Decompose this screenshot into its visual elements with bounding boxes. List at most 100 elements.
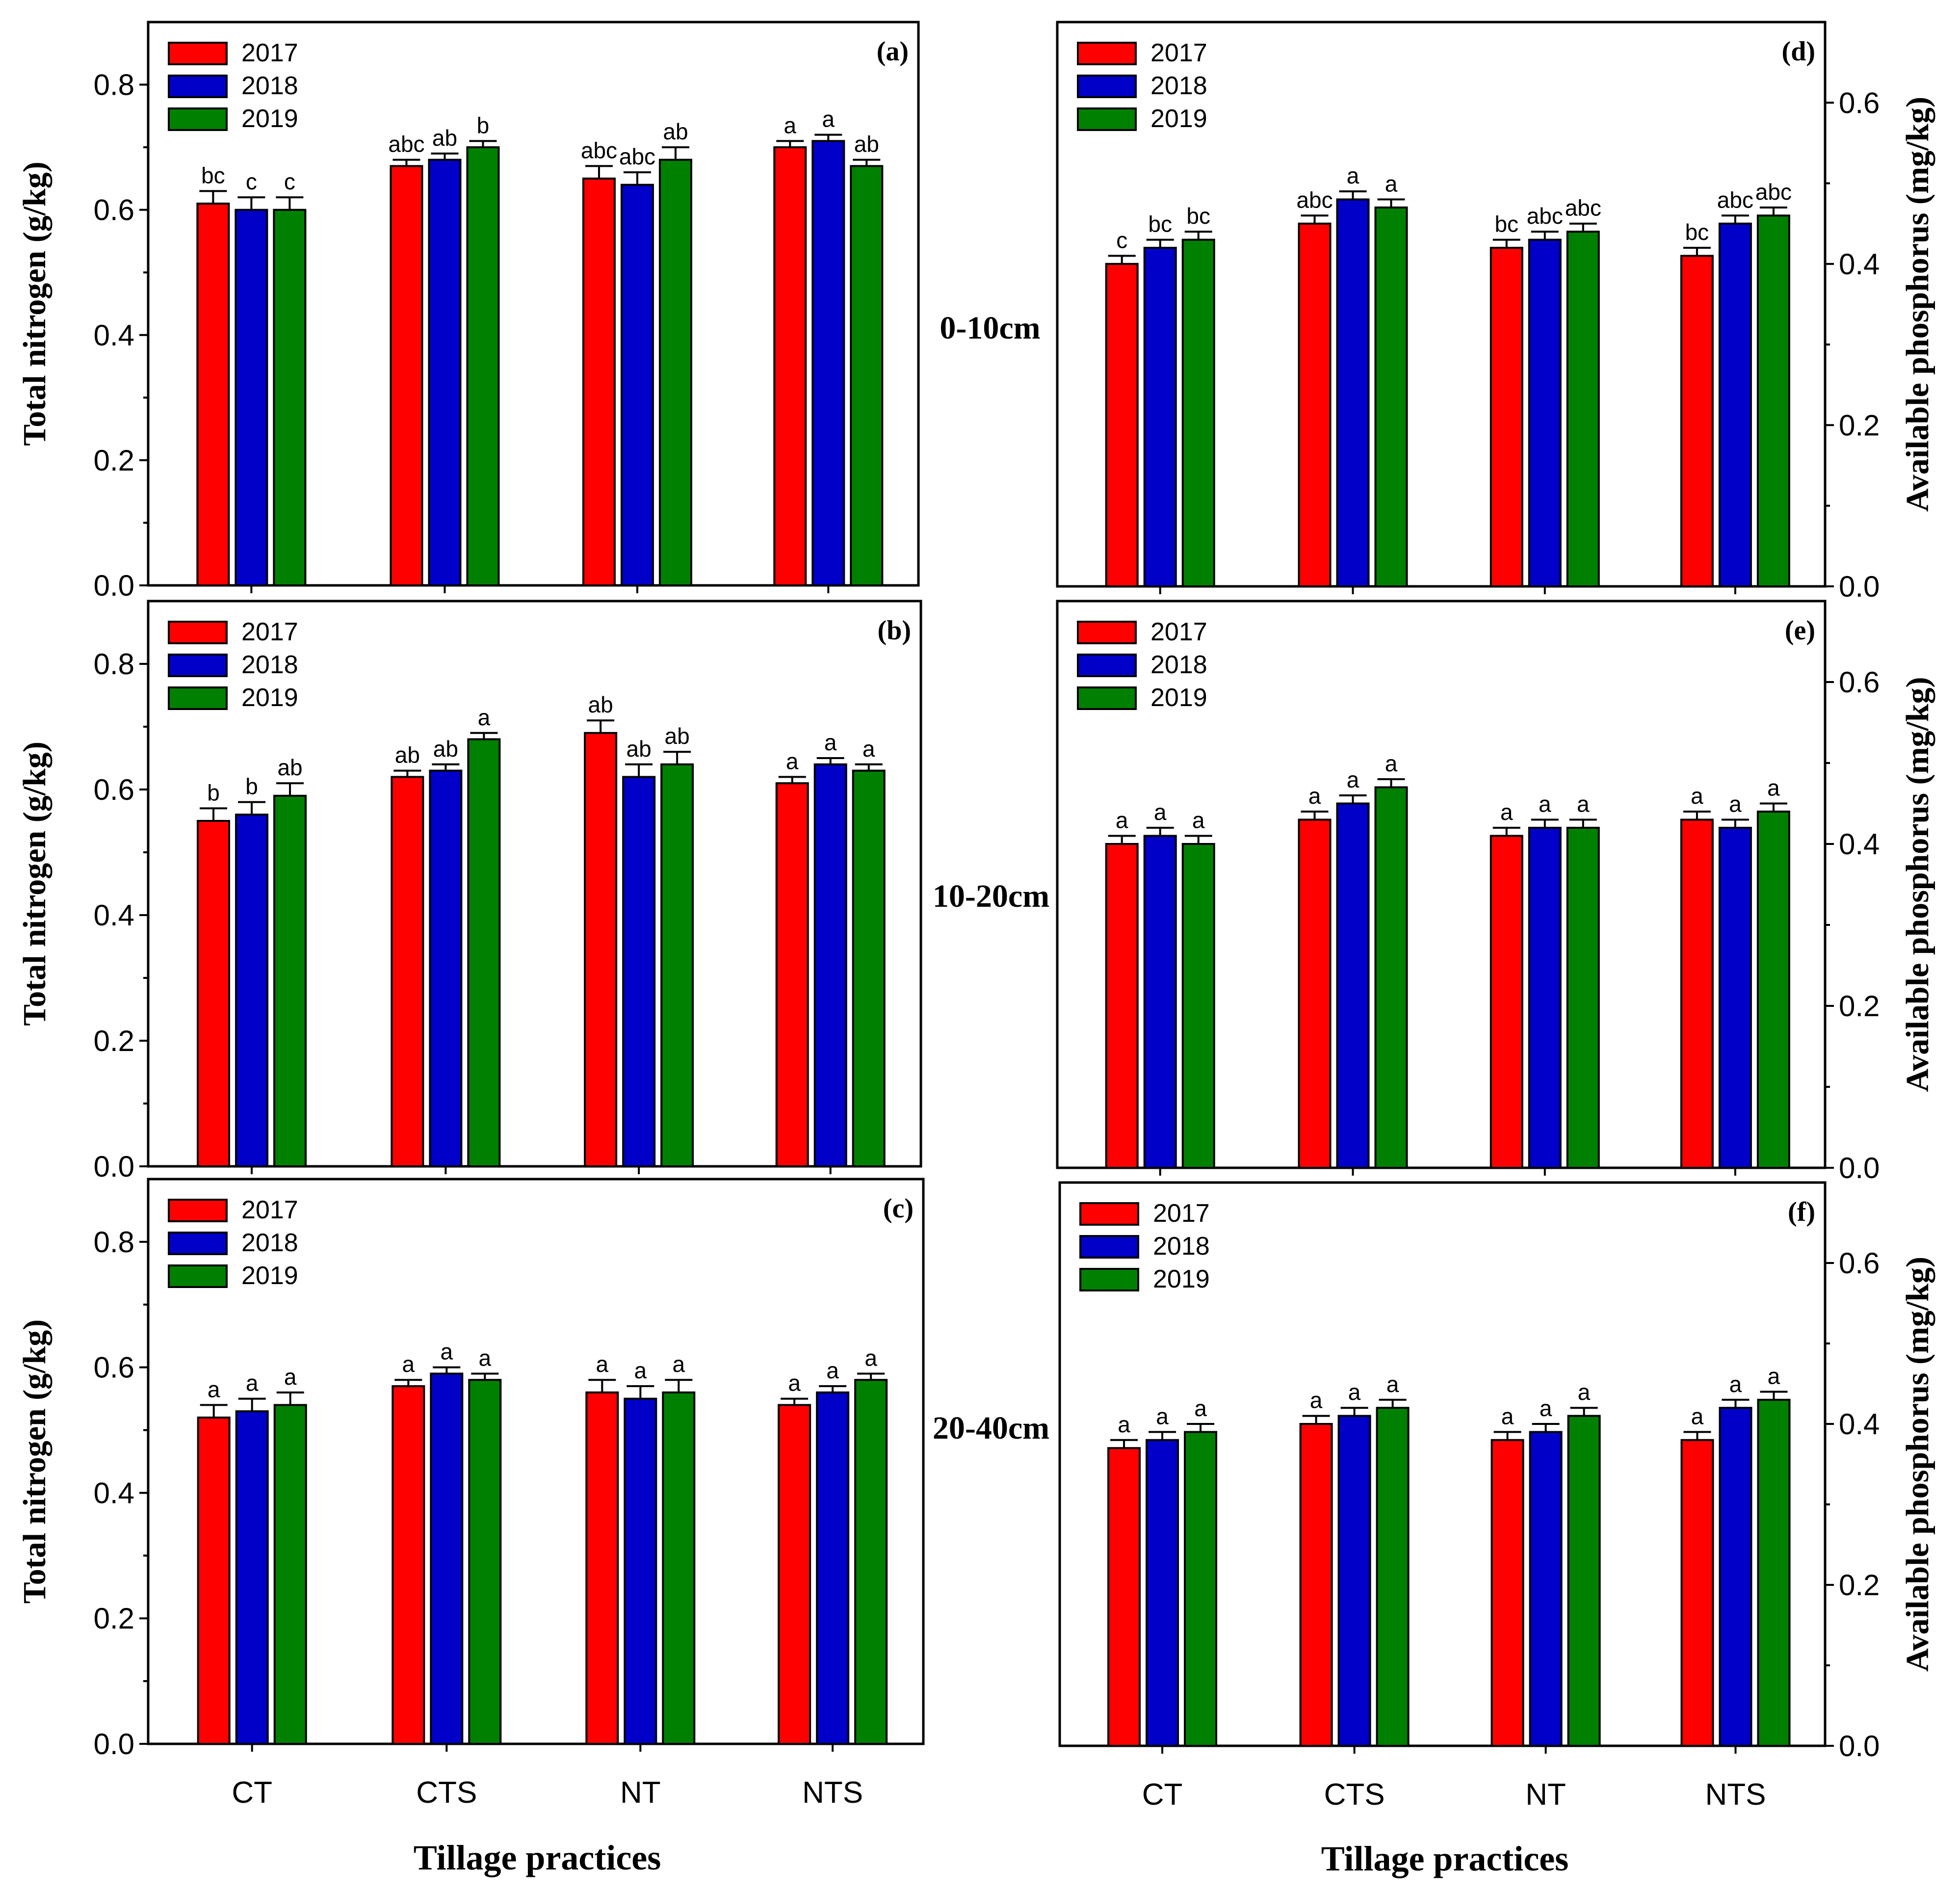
error-bar — [1532, 1423, 1560, 1432]
bar-2017-CT — [197, 820, 231, 1167]
significance-letter: a — [788, 1370, 801, 1396]
x-category-label: CT — [232, 1776, 272, 1810]
y-tick-label: 0.8 — [94, 1226, 134, 1259]
error-bar — [200, 807, 228, 821]
legend-swatch-2018 — [168, 654, 228, 677]
error-bar — [1492, 238, 1520, 248]
legend-swatch-2017 — [168, 1199, 228, 1222]
y-tick-label: 0.4 — [94, 899, 134, 932]
error-bar — [276, 782, 304, 796]
y-tick-label: 0.4 — [94, 319, 134, 352]
significance-letter: bc — [1685, 219, 1709, 245]
error-bar — [814, 133, 842, 141]
bar-2018-CTS — [1337, 1415, 1371, 1747]
bar-2017-NT — [1490, 835, 1523, 1169]
error-bar — [1531, 231, 1559, 240]
legend-swatch-2018 — [168, 75, 228, 98]
bar-2017-NTS — [1680, 1439, 1714, 1747]
error-bar — [1377, 778, 1405, 788]
significance-letter: a — [596, 1351, 609, 1377]
bar-2018-NTS — [1719, 1407, 1752, 1747]
error-bar — [625, 763, 653, 777]
significance-letter: a — [1348, 1379, 1361, 1405]
bar-2018-CTS — [1336, 198, 1370, 587]
significance-letter: a — [478, 705, 491, 730]
bar-2019-NT — [660, 763, 694, 1168]
panel-e: 0.0 0.2 0.4 0.6 Available phosphorus (mg/kg)… — [1056, 600, 1935, 1184]
legend-swatch-2018 — [1077, 654, 1137, 677]
bar-2017-NT — [585, 1391, 619, 1745]
bar-2019-NT — [658, 158, 692, 587]
significance-letter: a — [1192, 808, 1205, 833]
significance-letter: ab — [588, 692, 613, 717]
error-bar — [585, 165, 613, 179]
x-category-label: NTS — [1705, 1778, 1766, 1812]
error-bar — [1683, 1431, 1711, 1440]
y-tick-label: 0.2 — [94, 444, 134, 477]
significance-letter: a — [1385, 751, 1398, 776]
legend-swatch-2019 — [168, 107, 228, 131]
bar-2018-NT — [1528, 238, 1562, 588]
error-bar — [627, 1385, 654, 1399]
error-bar — [588, 1379, 616, 1393]
legend-label-2017: 2017 — [241, 39, 298, 67]
significance-letter: a — [1501, 1403, 1514, 1429]
y-axis-label: Available phosphorus (mg/kg) — [1900, 677, 1935, 1092]
significance-letter: abc — [1296, 187, 1333, 212]
significance-letter: a — [284, 1364, 297, 1390]
bar-2019-NTS — [1756, 811, 1790, 1169]
significance-letter: bc — [1186, 203, 1210, 229]
error-bar — [855, 763, 883, 771]
error-bar — [1759, 206, 1787, 216]
significance-letter: a — [784, 112, 797, 138]
error-bar — [1301, 214, 1329, 224]
y-axis-label: Total nitrogen (g/kg) — [17, 1319, 52, 1604]
panel-c: 0.0 0.2 0.4 0.6 0.8 Total nitrogen (g/kg) CT CT… — [17, 1178, 925, 1810]
error-bar — [1492, 827, 1520, 836]
bar-2017-NTS — [1680, 255, 1714, 587]
significance-letter: a — [1691, 1403, 1704, 1429]
y-axis-label: Total nitrogen (g/kg) — [17, 161, 52, 446]
legend-label-2019: 2019 — [1153, 1265, 1210, 1293]
error-bar — [432, 763, 460, 771]
significance-letter: bc — [1148, 211, 1172, 237]
bar-2018-CT — [1143, 835, 1177, 1169]
bar-2017-CTS — [1298, 222, 1332, 587]
significance-letter: b — [477, 112, 490, 138]
error-bar — [1110, 1439, 1138, 1448]
error-bar — [199, 190, 227, 204]
y-tick-label: 0.2 — [1839, 1569, 1880, 1602]
panel-label: (c) — [883, 1193, 914, 1224]
bar-2017-CT — [1105, 263, 1139, 587]
panel-label: (f) — [1788, 1197, 1815, 1227]
panel-d: 0.0 0.2 0.4 0.6 Available phosphorus (mg/kg)… — [1056, 21, 1935, 603]
significance-letter: a — [1577, 791, 1590, 817]
legend-label-2017: 2017 — [1150, 618, 1207, 646]
bar-2017-NTS — [778, 1404, 811, 1745]
bar-2017-CTS — [390, 165, 423, 586]
error-bar — [1722, 1398, 1750, 1408]
error-bar — [1493, 1431, 1521, 1440]
significance-letter: a — [479, 1345, 492, 1370]
significance-letter: a — [1154, 799, 1167, 825]
significance-letter: a — [1500, 799, 1513, 825]
bar-2018-CTS — [429, 769, 463, 1167]
legend-label-2019: 2019 — [241, 105, 298, 133]
significance-letter: a — [1540, 1395, 1552, 1421]
x-axis-title-left: Tillage practices — [414, 1838, 661, 1877]
bar-2019-CTS — [467, 738, 501, 1167]
plot-frame — [1058, 1181, 1827, 1747]
error-bar — [1760, 1391, 1788, 1400]
legend-swatch-2017 — [1077, 621, 1137, 644]
error-bar — [1721, 214, 1749, 224]
error-bar — [1759, 802, 1787, 812]
panel-label: (a) — [877, 36, 909, 67]
significance-letter: ab — [663, 119, 688, 144]
bar-2017-CTS — [391, 776, 424, 1167]
significance-letter: a — [246, 1370, 259, 1396]
significance-letter: a — [862, 736, 875, 762]
legend-label-2017: 2017 — [241, 618, 298, 646]
plot-frame — [1056, 600, 1827, 1169]
legend-swatch-2018 — [1079, 1235, 1139, 1259]
